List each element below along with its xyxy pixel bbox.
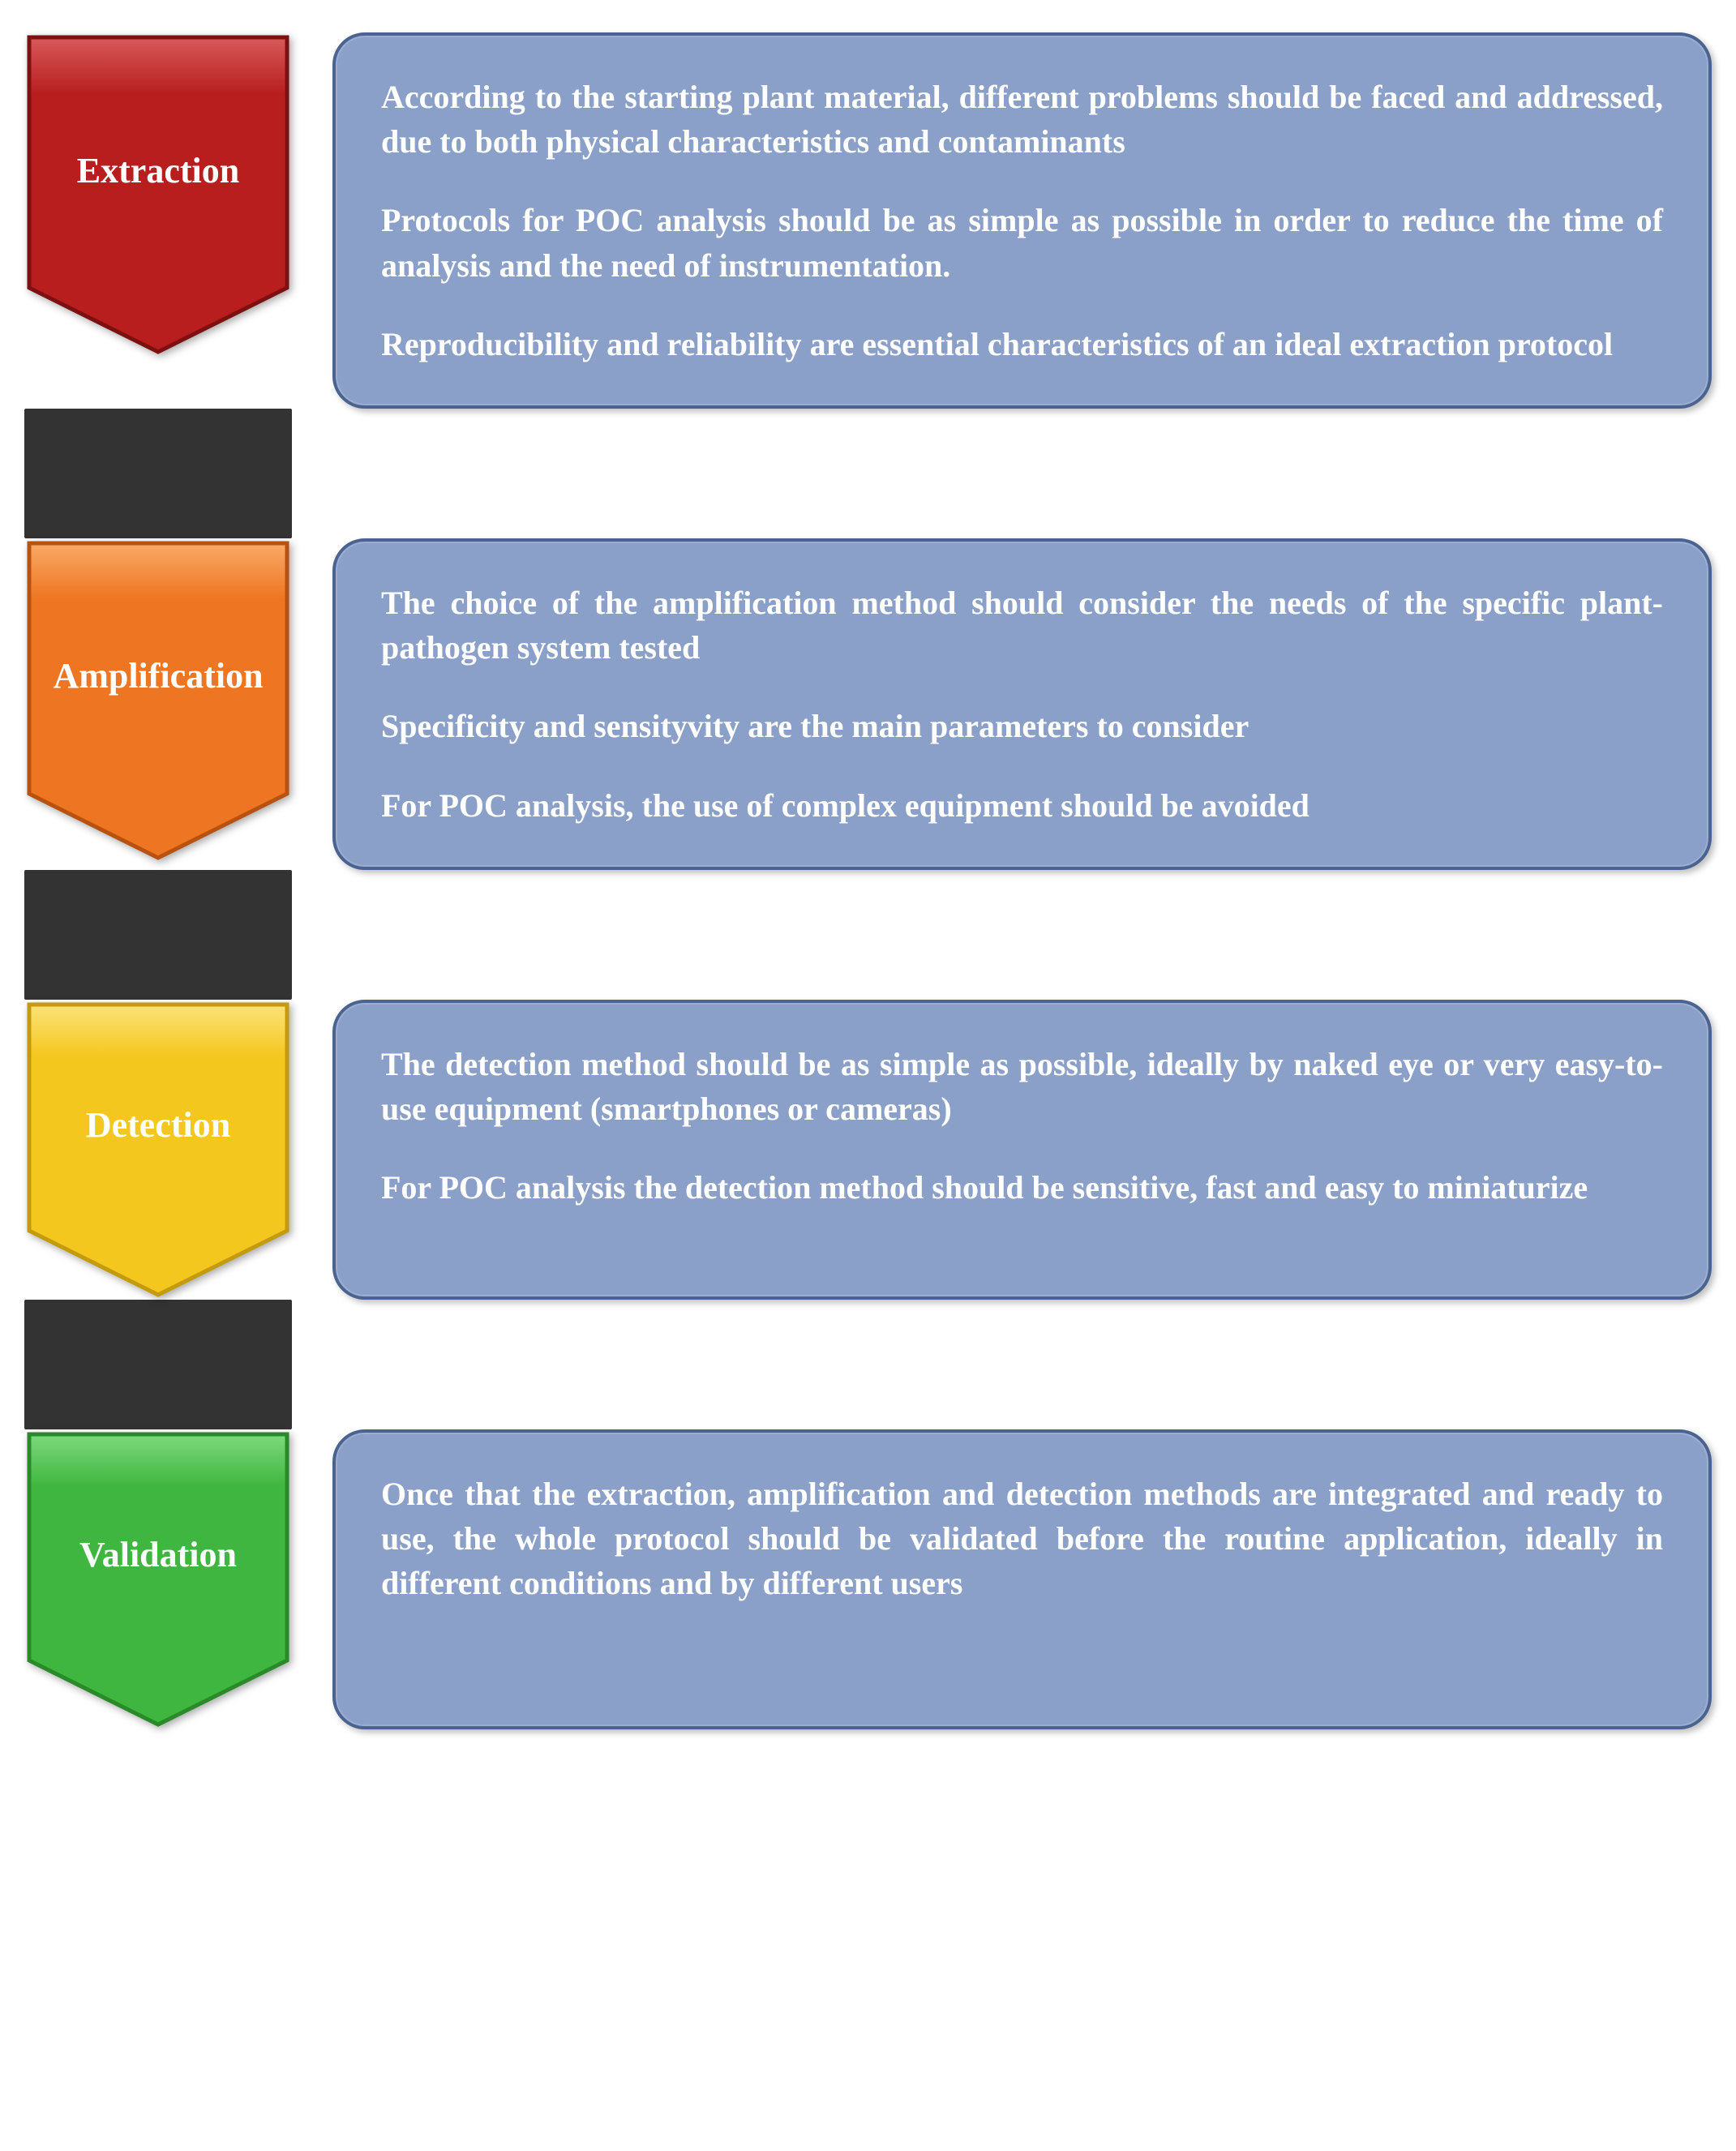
stage-extraction-para-0: According to the starting plant material… bbox=[381, 75, 1663, 164]
connector-2 bbox=[24, 1300, 292, 1429]
stage-label-extraction: Extraction bbox=[77, 150, 239, 191]
stage-row-validation: Validation Once that the extraction, ampl… bbox=[24, 1429, 1712, 1729]
stage-row-detection: Detection The detection method should be … bbox=[24, 1000, 1712, 1300]
stage-label-col-extraction: Extraction bbox=[24, 32, 292, 409]
stage-row-extraction: Extraction According to the starting plan… bbox=[24, 32, 1712, 409]
connector-wrap-1 bbox=[24, 870, 292, 1000]
stage-pentagon-extraction: Extraction bbox=[24, 32, 292, 357]
stage-description-validation: Once that the extraction, amplification … bbox=[332, 1429, 1712, 1729]
protocol-flowchart: Extraction According to the starting plan… bbox=[24, 32, 1712, 1729]
stage-extraction-para-2: Reproducibility and reliability are esse… bbox=[381, 322, 1663, 366]
stage-amplification-para-2: For POC analysis, the use of complex equ… bbox=[381, 783, 1663, 828]
stage-detection-para-1: For POC analysis the detection method sh… bbox=[381, 1165, 1663, 1210]
stage-validation-para-0: Once that the extraction, amplification … bbox=[381, 1472, 1663, 1606]
connector-row-0 bbox=[24, 409, 1712, 538]
stage-detection-para-0: The detection method should be as simple… bbox=[381, 1042, 1663, 1131]
stage-description-amplification: The choice of the amplification method s… bbox=[332, 538, 1712, 870]
stage-label-detection: Detection bbox=[86, 1104, 230, 1146]
stage-extraction-para-1: Protocols for POC analysis should be as … bbox=[381, 198, 1663, 287]
connector-1 bbox=[24, 870, 292, 1000]
stage-row-amplification: Amplification The choice of the amplifica… bbox=[24, 538, 1712, 870]
connector-spacer bbox=[332, 870, 1712, 1000]
connector-spacer bbox=[332, 409, 1712, 538]
stage-amplification-para-0: The choice of the amplification method s… bbox=[381, 581, 1663, 670]
stage-label-col-detection: Detection bbox=[24, 1000, 292, 1300]
stage-label-validation: Validation bbox=[79, 1534, 237, 1575]
connector-0 bbox=[24, 409, 292, 538]
stage-pentagon-validation: Validation bbox=[24, 1429, 292, 1729]
stage-description-extraction: According to the starting plant material… bbox=[332, 32, 1712, 409]
connector-row-2 bbox=[24, 1300, 1712, 1429]
connector-wrap-0 bbox=[24, 409, 292, 538]
stage-amplification-para-1: Specificity and sensityvity are the main… bbox=[381, 704, 1663, 748]
connector-row-1 bbox=[24, 870, 1712, 1000]
stage-label-col-validation: Validation bbox=[24, 1429, 292, 1729]
stage-label-amplification: Amplification bbox=[53, 655, 263, 696]
stage-description-detection: The detection method should be as simple… bbox=[332, 1000, 1712, 1300]
connector-wrap-2 bbox=[24, 1300, 292, 1429]
connector-spacer bbox=[332, 1300, 1712, 1429]
stage-label-col-amplification: Amplification bbox=[24, 538, 292, 870]
stage-pentagon-detection: Detection bbox=[24, 1000, 292, 1300]
stage-pentagon-amplification: Amplification bbox=[24, 538, 292, 863]
